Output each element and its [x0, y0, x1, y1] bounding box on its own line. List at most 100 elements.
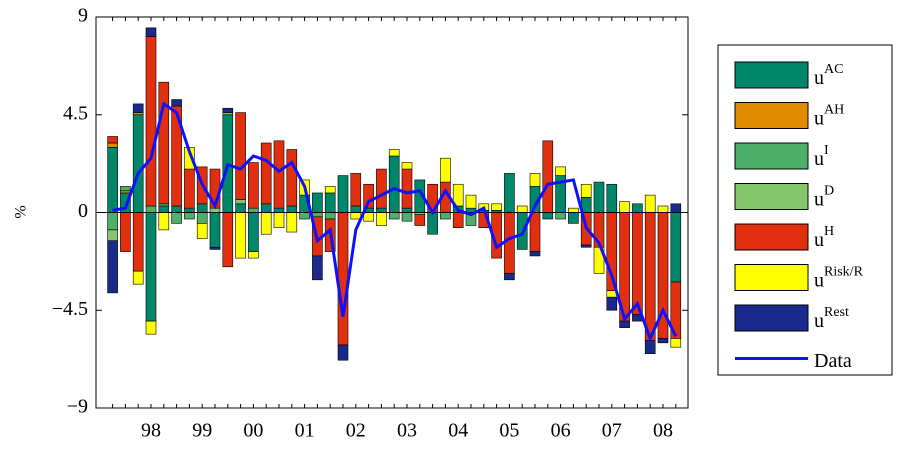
- bar-segment: [158, 81, 170, 205]
- bar-segment: [516, 205, 528, 213]
- bar-segment: [260, 203, 272, 213]
- bar-segment: [350, 173, 362, 207]
- legend-label: uRest: [814, 305, 849, 331]
- bar-segment: [632, 203, 643, 213]
- bar-segment: [619, 201, 630, 213]
- bar-segment: [132, 114, 144, 213]
- legend-swatch: [734, 142, 809, 170]
- bar-segment: [158, 212, 170, 231]
- bar-segment: [209, 246, 221, 250]
- x-tick-label: 08: [653, 420, 673, 442]
- x-tick-label: 01: [295, 420, 315, 442]
- y-tick-label: −4.5: [52, 298, 88, 320]
- legend-swatch: [734, 304, 809, 332]
- bar-segment: [350, 212, 362, 220]
- bar-segment: [606, 183, 618, 213]
- bar-segment: [376, 168, 387, 209]
- bar-segment: [107, 229, 118, 242]
- bar-segment: [107, 212, 118, 231]
- bar-segment: [401, 162, 413, 170]
- bar-segment: [273, 212, 285, 229]
- bar-segment: [184, 207, 195, 213]
- legend-label: uAH: [814, 103, 844, 129]
- bar-segment: [273, 207, 285, 213]
- bar-segment: [363, 183, 374, 209]
- bar-segment: [644, 212, 656, 341]
- bar-segment: [222, 112, 234, 116]
- x-tick-label: 99: [192, 420, 212, 442]
- bar-segment: [248, 207, 259, 213]
- bar-segment: [171, 99, 182, 107]
- legend-swatch: [734, 223, 809, 251]
- bar-segment: [132, 270, 144, 285]
- bar-segment: [235, 203, 246, 213]
- x-tick-label: 05: [499, 420, 519, 442]
- bar-segment: [388, 212, 400, 220]
- bar-segment: [260, 142, 272, 205]
- bar-segment: [401, 168, 413, 209]
- bar-segment: [670, 203, 682, 213]
- bar-segment: [171, 212, 182, 224]
- legend-label: uI: [814, 143, 829, 169]
- bar-segment: [593, 246, 605, 274]
- bar-segment: [222, 212, 234, 268]
- bar-segment: [542, 212, 554, 220]
- bar-segment: [286, 212, 298, 233]
- bar-segment: [324, 186, 336, 194]
- bar-segment: [440, 212, 451, 220]
- bar-segment: [529, 251, 541, 257]
- bar-segment: [299, 212, 310, 220]
- bar-segment: [427, 212, 438, 235]
- bar-segment: [452, 212, 464, 229]
- bar-segment: [657, 205, 669, 213]
- bar-segment: [670, 338, 682, 348]
- bar-segment: [132, 103, 144, 113]
- bar-segment: [568, 207, 579, 213]
- bar-segment: [337, 175, 349, 213]
- bar-segment: [222, 107, 234, 113]
- bar-segment: [529, 173, 541, 187]
- y-tick-label: 0: [78, 200, 88, 222]
- bar-segment: [132, 212, 144, 272]
- bar-segment: [363, 212, 374, 222]
- bar-segment: [235, 212, 246, 259]
- bar-segment: [580, 183, 592, 198]
- bar-segment: [312, 192, 323, 213]
- bar-segment: [260, 212, 272, 235]
- legend-label: Data: [814, 350, 852, 372]
- x-tick-label: 03: [397, 420, 417, 442]
- bar-segment: [529, 212, 541, 252]
- legend-label: uD: [814, 184, 834, 210]
- bar-segment: [632, 212, 643, 315]
- bar-segment: [504, 173, 515, 213]
- x-tick-label: 98: [141, 420, 161, 442]
- bar-segment: [312, 255, 323, 281]
- y-axis-label: %: [13, 205, 30, 218]
- bar-segment: [132, 112, 144, 116]
- bar-segment: [120, 186, 131, 192]
- bar-segment: [376, 207, 387, 213]
- bar-segment: [248, 212, 259, 252]
- bar-segment: [388, 149, 400, 157]
- bar-segment: [107, 240, 118, 294]
- bar-segment: [107, 142, 118, 148]
- bar-segment: [209, 212, 221, 248]
- bar-segment: [491, 203, 502, 211]
- bar-segment: [107, 136, 118, 144]
- bar-segment: [273, 140, 285, 209]
- bar-segment: [337, 344, 349, 361]
- bar-segment: [376, 212, 387, 226]
- y-tick-label: 9: [78, 5, 88, 27]
- bar-segment: [644, 194, 656, 213]
- bar-segment: [286, 205, 298, 213]
- bar-segment: [184, 212, 195, 220]
- legend-label: uH: [814, 224, 834, 250]
- bar-segment: [644, 340, 656, 354]
- bar-segment: [580, 244, 592, 248]
- bar-segment: [324, 192, 336, 213]
- bar-segment: [440, 157, 451, 183]
- bar-segment: [248, 251, 259, 259]
- bar-segment: [388, 155, 400, 213]
- bar-segment: [337, 212, 349, 346]
